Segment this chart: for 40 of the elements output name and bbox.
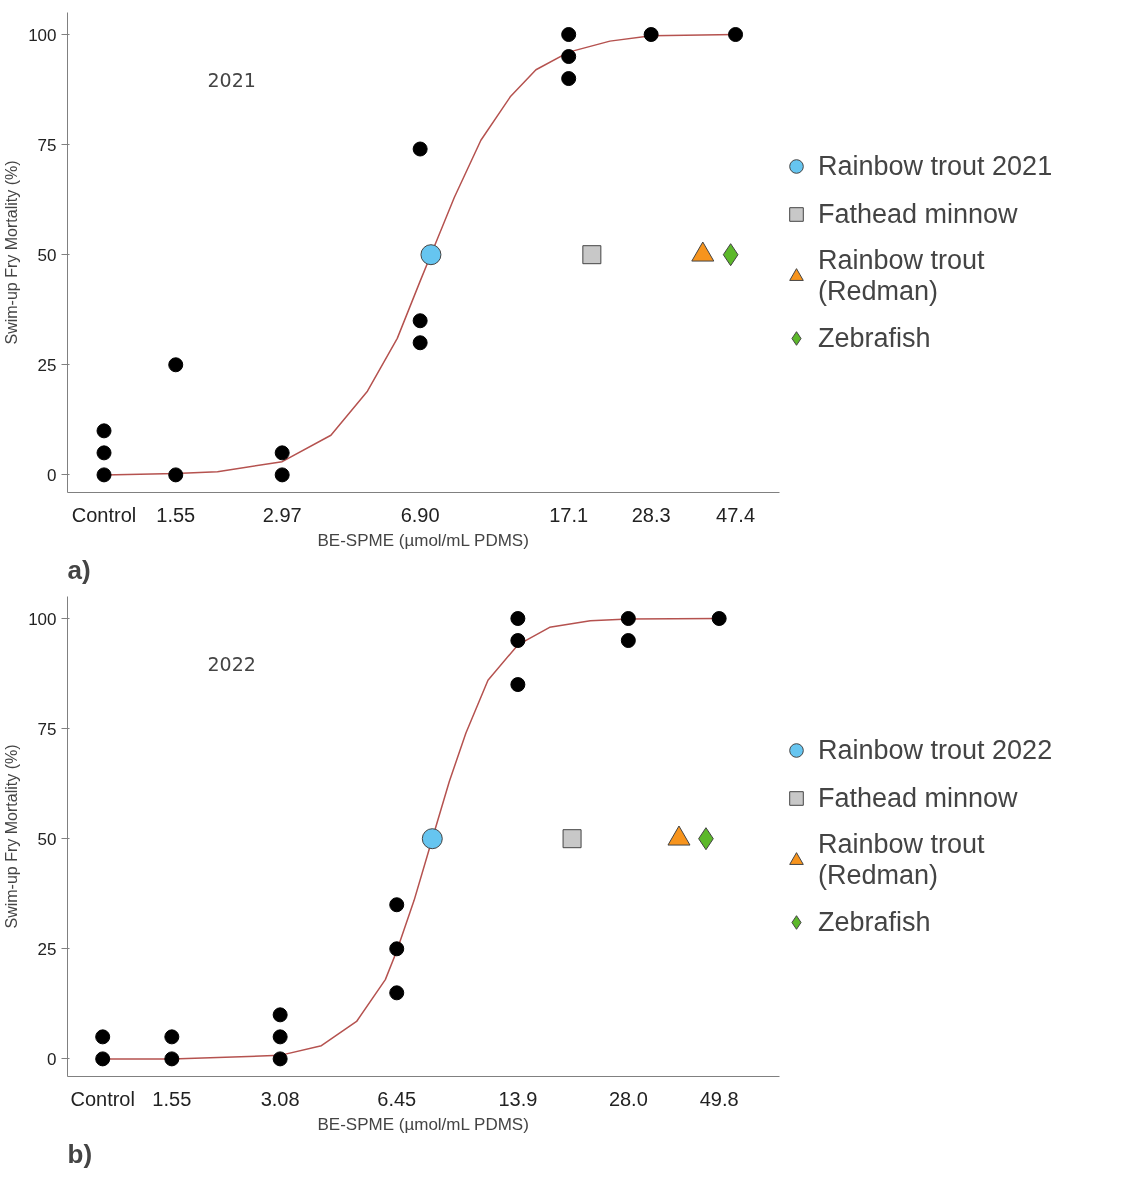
x-tick-label: Control (70, 1087, 135, 1110)
legend-label: Rainbow trout (Redman) (818, 245, 985, 307)
x-tick-label: 1.55 (156, 503, 196, 526)
legend-label: Rainbow trout 2022 (818, 733, 1053, 767)
legend-label: Zebrafish (818, 321, 931, 355)
x-tick-label: 6.45 (377, 1087, 417, 1110)
text: a) (67, 554, 91, 585)
legend-label: Rainbow trout 2021 (818, 149, 1053, 183)
x-tick-label: 49.8 (699, 1087, 739, 1110)
x-tick-label: 6.90 (400, 503, 440, 526)
legend-label: Zebrafish (818, 905, 931, 939)
y-tick-label: 0 (47, 465, 57, 485)
y-tick-label: 0 (47, 1049, 57, 1069)
x-tick-label: 2.97 (262, 503, 302, 526)
y-tick-label: 25 (37, 355, 57, 375)
x-tick-label: 1.55 (152, 1087, 192, 1110)
x-axis-title: BE-SPME (µmol/mL PDMS) (317, 530, 529, 550)
y-axis-title: Swim-up Fry Mortality (%) (3, 744, 21, 929)
x-tick-label: 47.4 (716, 503, 756, 526)
annotation: 2021 (207, 69, 256, 92)
x-tick-label: Control (71, 503, 137, 526)
x-tick-label: 17.1 (549, 503, 589, 526)
x-axis-title: BE-SPME (µmol/mL PDMS) (317, 1114, 529, 1134)
x-tick-label: 28.0 (608, 1087, 648, 1110)
x-tick-label: 28.3 (631, 503, 671, 526)
text: b) (67, 1138, 93, 1169)
x-tick-label: 13.9 (498, 1087, 538, 1110)
y-tick-label: 50 (37, 245, 57, 265)
legend-label: Fathead minnow (818, 781, 1018, 815)
y-tick-label: 50 (37, 829, 57, 849)
y-axis-title: Swim-up Fry Mortality (%) (3, 160, 21, 345)
legend-label: Fathead minnow (818, 197, 1018, 231)
y-tick-label: 25 (37, 939, 57, 959)
x-tick-label: 3.08 (260, 1087, 300, 1110)
y-tick-label: 100 (28, 609, 57, 629)
annotation: 2022 (207, 653, 256, 676)
y-tick-label: 75 (37, 135, 57, 155)
legend-label: Rainbow trout (Redman) (818, 829, 985, 891)
y-tick-label: 100 (28, 25, 57, 45)
y-tick-label: 75 (37, 719, 57, 739)
